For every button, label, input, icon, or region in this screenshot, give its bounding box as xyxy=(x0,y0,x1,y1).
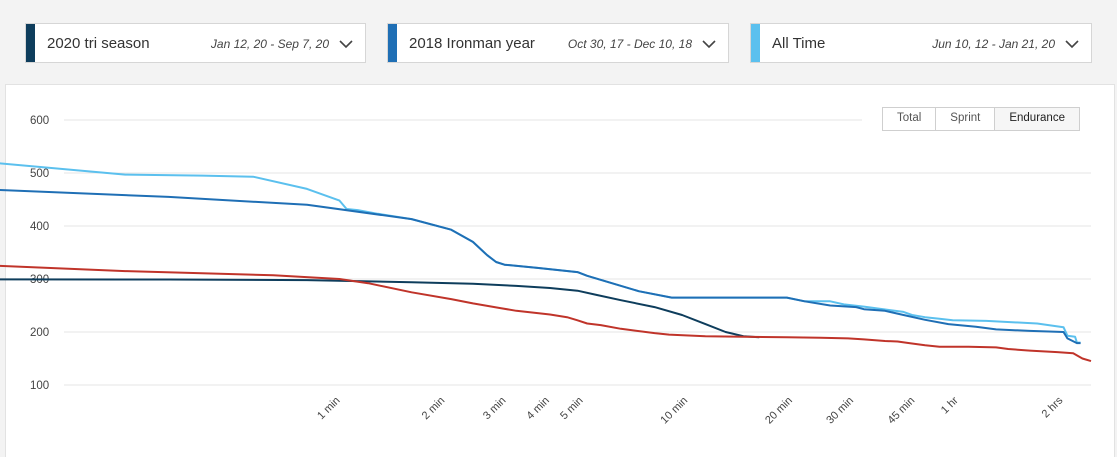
series-color-swatch xyxy=(388,24,397,62)
y-tick-label: 500 xyxy=(30,168,49,180)
x-tick-label: 2 hrs xyxy=(1040,394,1066,420)
selector-name: 2020 tri season xyxy=(47,35,150,52)
x-tick-label: 1 min xyxy=(315,395,343,423)
selector-date-range: Oct 30, 17 - Dec 10, 18 xyxy=(567,37,692,51)
x-tick-label: 20 min xyxy=(763,395,795,427)
series-line xyxy=(0,264,1092,363)
selector-name: All Time xyxy=(772,35,826,52)
series-line xyxy=(0,189,1081,345)
x-tick-label: 3 min xyxy=(481,395,509,423)
y-tick-label: 400 xyxy=(30,221,49,233)
chevron-down-icon[interactable] xyxy=(700,35,718,53)
chevron-down-icon[interactable] xyxy=(337,35,355,53)
selector-name: 2018 Ironman year xyxy=(409,35,535,52)
toggle-option-total[interactable]: Total xyxy=(883,108,937,130)
x-tick-label: 5 min xyxy=(558,395,586,423)
chevron-down-icon[interactable] xyxy=(1063,35,1081,53)
y-tick-label: 600 xyxy=(30,115,49,127)
x-tick-label: 1 hr xyxy=(939,394,961,416)
selector-2020-tri-season[interactable]: 2020 tri season Jan 12, 20 - Sep 7, 20 xyxy=(25,23,366,63)
chart-mode-toggle: Total Sprint Endurance xyxy=(882,107,1080,131)
y-tick-label: 100 xyxy=(30,380,49,392)
x-tick-label: 10 min xyxy=(658,395,690,427)
y-tick-label: 200 xyxy=(30,327,49,339)
selector-2018-ironman-year[interactable]: 2018 Ironman year Oct 30, 17 - Dec 10, 1… xyxy=(387,23,729,63)
series-line xyxy=(0,278,760,339)
x-tick-label: 2 min xyxy=(420,395,448,423)
series-color-swatch xyxy=(751,24,760,62)
selector-all-time[interactable]: All Time Jun 10, 12 - Jan 21, 20 xyxy=(750,23,1092,63)
toggle-option-sprint[interactable]: Sprint xyxy=(936,108,996,130)
comparison-selectors: 2020 tri season Jan 12, 20 - Sep 7, 20 2… xyxy=(0,0,1117,84)
x-tick-label: 4 min xyxy=(524,395,552,423)
selector-date-range: Jun 10, 12 - Jan 21, 20 xyxy=(932,37,1055,51)
selector-date-range: Jan 12, 20 - Sep 7, 20 xyxy=(210,37,329,51)
series-color-swatch xyxy=(26,24,35,62)
x-tick-label: 45 min xyxy=(886,395,918,427)
x-tick-label: 30 min xyxy=(824,395,856,427)
toggle-option-endurance[interactable]: Endurance xyxy=(995,108,1079,130)
